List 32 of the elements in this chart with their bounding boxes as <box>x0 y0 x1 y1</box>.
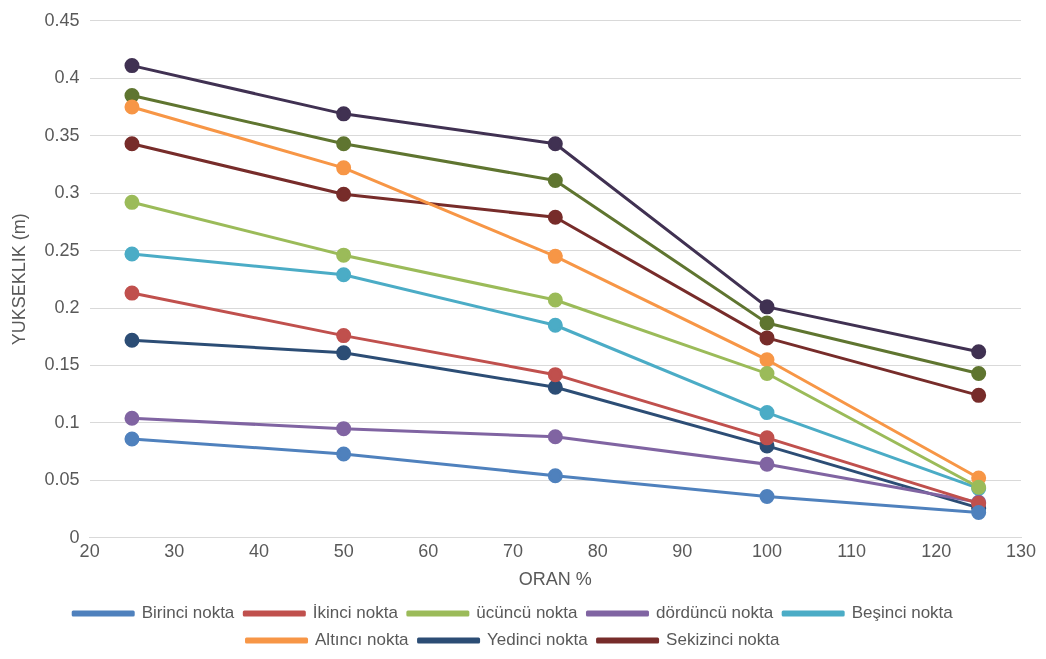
x-tick-label: 110 <box>837 540 867 561</box>
legend-label: Yedinci nokta <box>487 630 589 650</box>
y-tick-label: 0.15 <box>44 354 80 375</box>
x-tick-label: 70 <box>502 540 523 561</box>
legend-label: Birinci nokta <box>141 603 235 623</box>
x-tick-label: 60 <box>418 540 439 561</box>
y-tick-label: 0.4 <box>54 67 80 88</box>
y-tick-label: 0 <box>69 526 80 547</box>
legend-label: Altıncı nokta <box>315 630 410 650</box>
x-tick-label: 90 <box>672 540 693 561</box>
legend-label: Sekizinci nokta <box>666 630 781 650</box>
y-tick-label: 0.45 <box>44 9 80 30</box>
y-tick-label: 0.1 <box>54 411 80 432</box>
y-tick-label: 0.2 <box>54 296 80 317</box>
legend-label: dördüncü nokta <box>655 603 774 623</box>
x-tick-label: 50 <box>333 540 354 561</box>
x-axis-title: ORAN % <box>518 569 592 590</box>
y-tick-label: 0.25 <box>44 239 80 260</box>
y-tick-label: 0.3 <box>54 182 80 203</box>
x-tick-label: 120 <box>921 540 952 561</box>
x-tick-label: 30 <box>164 540 185 561</box>
legend-label: Beşinci nokta <box>851 603 954 623</box>
y-tick-label: 0.35 <box>44 124 80 145</box>
x-tick-label: 20 <box>79 540 100 561</box>
x-tick-label: 40 <box>248 540 269 561</box>
legend-label: ücüncü nokta <box>476 603 579 623</box>
legend-label: İkinci nokta <box>312 603 399 623</box>
x-tick-label: 100 <box>751 540 783 561</box>
x-tick-label: 80 <box>587 540 608 561</box>
y-tick-label: 0.05 <box>44 469 80 490</box>
x-tick-label: 130 <box>1005 540 1037 561</box>
y-axis-title: YUKSEKLIK (m) <box>8 213 29 346</box>
